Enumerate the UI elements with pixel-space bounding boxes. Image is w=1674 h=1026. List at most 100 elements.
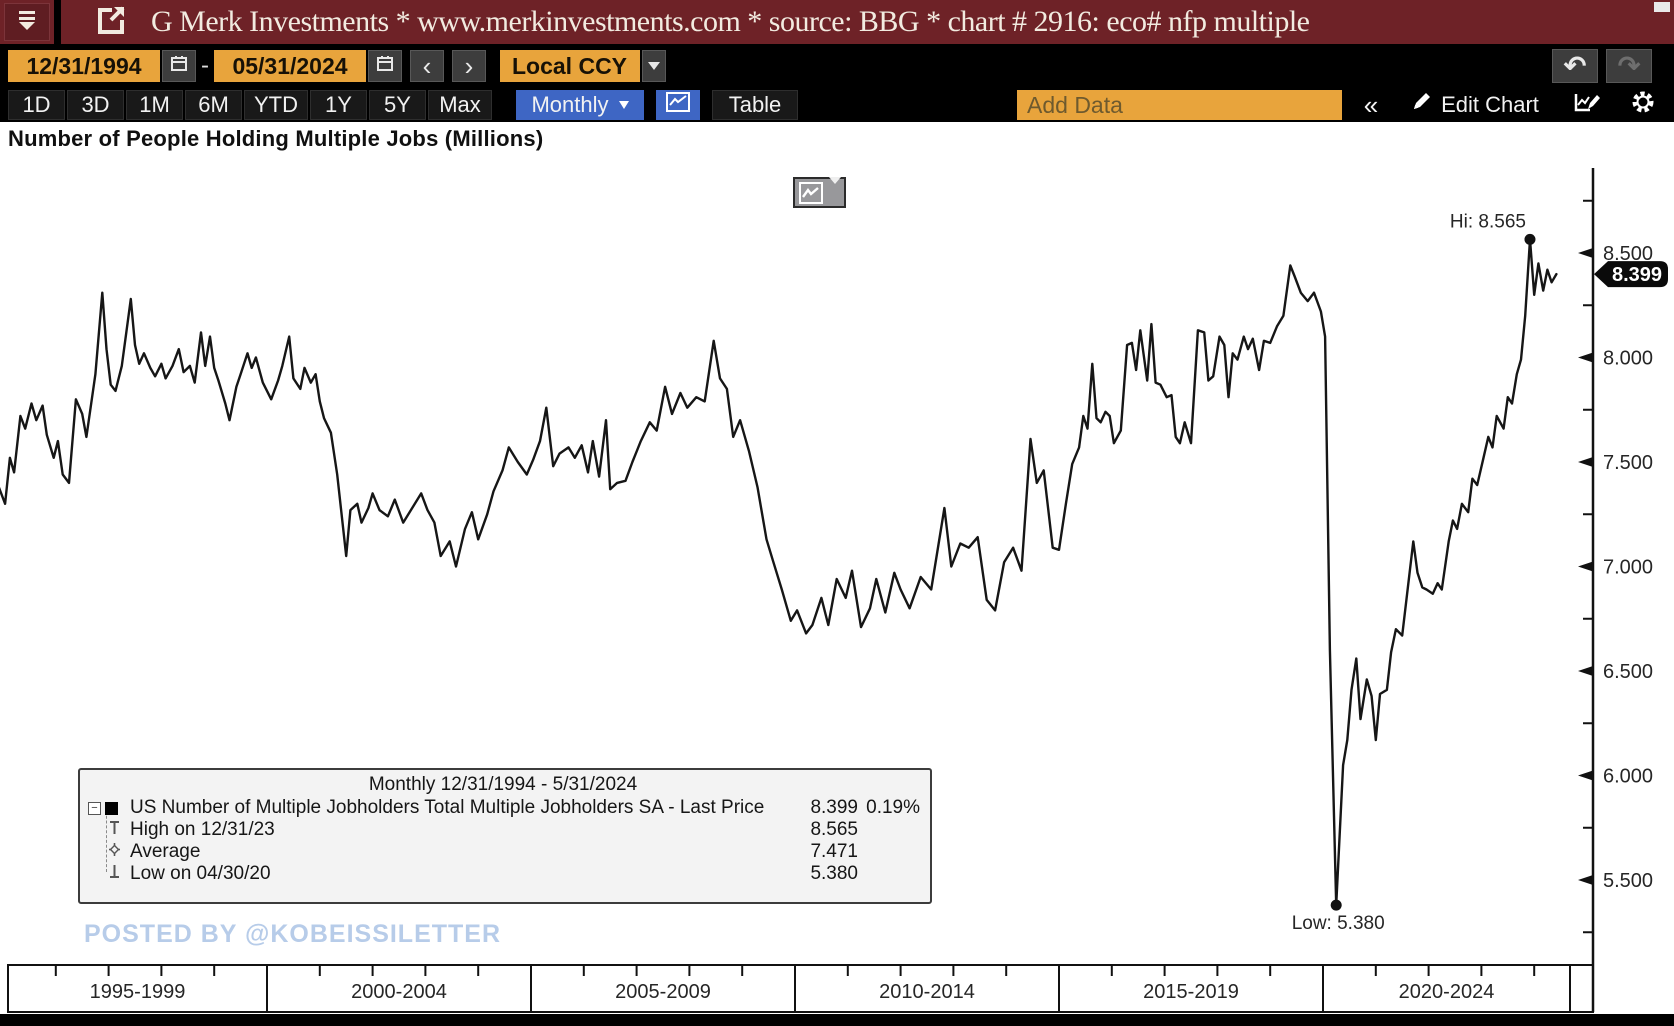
legend-row-average: Average 7.471 (86, 841, 920, 863)
add-data-input[interactable]: Add Data (1017, 90, 1342, 120)
y-axis-tick-arrow (1578, 352, 1593, 363)
x-axis-span-label: 2000-2004 (351, 981, 447, 1003)
collapse-panel-button[interactable] (4, 3, 50, 41)
legend-average-label: Average (130, 841, 201, 862)
pencil-icon (1411, 92, 1431, 118)
high-point-dot (1524, 233, 1536, 245)
prev-period-button[interactable]: ‹ (410, 50, 444, 82)
start-date-field[interactable]: 12/31/1994 (8, 50, 160, 82)
legend-row-low: Low on 04/30/20 5.380 (86, 863, 920, 885)
currency-select[interactable]: Local CCY (500, 50, 640, 82)
range-button-ytd[interactable]: YTD (244, 90, 308, 120)
title-bar: G Merk Investments * www.merkinvestments… (0, 0, 1674, 44)
x-axis-span-label: 2015-2019 (1143, 981, 1239, 1003)
y-axis-tick-arrow (1578, 666, 1593, 676)
interval-label: Monthly (531, 92, 609, 117)
price-line (0, 238, 1558, 907)
legend-average-value: 7.471 (810, 841, 858, 862)
chevron-down-icon (829, 176, 841, 202)
legend-high-value: 8.565 (810, 819, 858, 840)
calendar-icon (375, 52, 395, 80)
last-price-tag (1594, 261, 1668, 288)
edit-chart-label: Edit Chart (1441, 92, 1539, 117)
y-axis-tick-label: 7.500 (1603, 452, 1653, 474)
currency-dropdown-button[interactable] (642, 50, 666, 82)
range-button-max[interactable]: Max (428, 90, 492, 120)
edit-chart-button[interactable]: Edit Chart (1396, 90, 1554, 120)
watermark: POSTED BY @KOBEISSILETTER (84, 920, 502, 948)
range-button-6m[interactable]: 6M (185, 90, 242, 120)
table-button[interactable]: Table (712, 90, 798, 120)
end-date-field[interactable]: 05/31/2024 (214, 50, 366, 82)
y-axis-tick-arrow (1578, 457, 1593, 467)
gear-icon (1630, 89, 1656, 121)
legend-series-pct: 0.19% (866, 797, 920, 818)
line-chart-icon (665, 91, 691, 119)
low-marker-icon (108, 863, 121, 885)
collapse-toolbar-button[interactable]: « (1352, 90, 1390, 120)
chevron-down-icon (618, 101, 629, 109)
range-button-5y[interactable]: 5Y (369, 90, 426, 120)
chart-style-mini-button[interactable] (793, 176, 846, 208)
y-axis-tick-label: 8.500 (1603, 243, 1653, 265)
titlebar-divider (54, 0, 61, 44)
x-axis-span-label: 1995-1999 (90, 981, 186, 1003)
series-swatch (105, 801, 118, 815)
y-axis-tick-label: 6.000 (1603, 766, 1653, 788)
settings-button[interactable] (1620, 90, 1666, 120)
legend-collapse-icon[interactable]: − (88, 801, 101, 815)
start-date-calendar-button[interactable] (162, 50, 196, 82)
chart-edit-icon (1573, 91, 1601, 119)
chart-settings-button[interactable] (1564, 90, 1610, 120)
y-axis-tick-label: 8.000 (1603, 348, 1653, 370)
x-axis-span-label: 2005-2009 (615, 981, 711, 1003)
date-range-separator: - (201, 52, 209, 79)
y-axis-tick-arrow (1578, 875, 1593, 885)
high-marker-icon (108, 819, 121, 841)
legend-low-value: 5.380 (810, 863, 858, 884)
chevron-down-icon (14, 9, 40, 36)
average-marker-icon (108, 841, 121, 863)
range-button-1y[interactable]: 1Y (310, 90, 367, 120)
bottom-strip (0, 1014, 1674, 1026)
x-axis-span-label: 2020-2024 (1399, 981, 1495, 1003)
calendar-icon (169, 52, 189, 80)
y-axis-tick-arrow (1578, 770, 1593, 781)
low-point-dot (1330, 899, 1342, 911)
range-button-1m[interactable]: 1M (126, 90, 183, 120)
line-chart-icon (799, 181, 823, 204)
legend-row-series[interactable]: − US Number of Multiple Jobholders Total… (86, 797, 920, 819)
window-title: G Merk Investments * www.merkinvestments… (151, 5, 1310, 38)
chart-title: Number of People Holding Multiple Jobs (… (8, 126, 544, 151)
legend-series-value: 8.399 (810, 797, 858, 818)
range-button-1d[interactable]: 1D (8, 90, 65, 120)
legend-period: Monthly 12/31/1994 - 5/31/2024 (368, 774, 638, 795)
y-axis-tick-label: 5.500 (1603, 870, 1653, 892)
range-button-3d[interactable]: 3D (67, 90, 124, 120)
chart-panel: Number of People Holding Multiple Jobs (… (0, 122, 1674, 1026)
high-point-label: Hi: 8.565 (1450, 211, 1526, 232)
y-axis-tick-label: 6.500 (1603, 661, 1653, 683)
price-chart: 8.500 8.000 7.500 7.000 6.500 6.000 5.500 1995-… (0, 168, 1674, 1026)
undo-button[interactable]: ↶ (1552, 49, 1598, 83)
interval-select[interactable]: Monthly (516, 90, 644, 120)
y-axis-tick-label: 7.000 (1603, 557, 1653, 579)
export-button[interactable] (89, 3, 133, 41)
redo-button[interactable]: ↷ (1606, 49, 1652, 83)
low-point-label: Low: 5.380 (1292, 913, 1385, 934)
chevron-down-icon (648, 62, 660, 70)
legend-high-label: High on 12/31/23 (130, 819, 275, 840)
date-range-bar: 12/31/1994 - 05/31/2024 ‹ › Local CCY ↶ … (0, 44, 1674, 88)
legend-row-high: High on 12/31/23 8.565 (86, 819, 920, 841)
legend-series-label: US Number of Multiple Jobholders Total M… (130, 797, 765, 818)
chart-toolbar: 1D 3D 1M 6M YTD 1Y 5Y Max Monthly Table … (0, 88, 1674, 122)
titlebar-corner-handle[interactable] (1654, 2, 1670, 12)
last-price-label: 8.399 (1612, 264, 1662, 286)
legend-low-label: Low on 04/30/20 (130, 863, 271, 884)
end-date-calendar-button[interactable] (368, 50, 402, 82)
next-period-button[interactable]: › (452, 50, 486, 82)
y-axis-tick-arrow (1578, 561, 1593, 572)
chart-type-button[interactable] (656, 90, 700, 120)
chart-legend[interactable]: Monthly 12/31/1994 - 5/31/2024 − US Numb… (78, 768, 932, 904)
y-axis-tick-arrow (1578, 248, 1593, 258)
